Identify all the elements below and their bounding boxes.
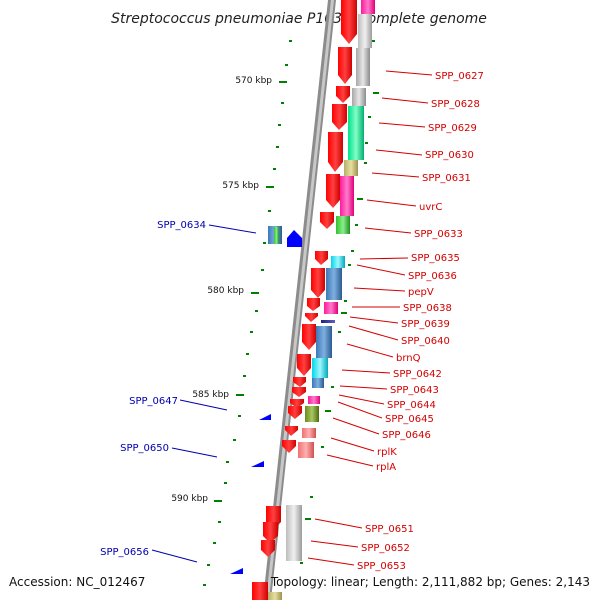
kbp-label: 580 kbp [207,286,244,296]
kbp-label: 570 kbp [235,76,272,86]
gene-label: SPP_0645 [385,414,434,425]
gene-box [312,358,328,378]
gene-label: SPP_0652 [361,543,410,554]
gene-label: SPP_0651 [365,524,414,535]
gene-boxes [268,0,375,600]
gene-box [268,592,282,600]
kbp-labels: 570 kbp 575 kbp 580 kbp 585 kbp 590 kbp [171,76,272,504]
gene-label: SPP_0656 [100,547,149,558]
gene-label: SPP_0633 [414,229,463,240]
gene-box [302,428,316,438]
gene-label: SPP_0627 [435,71,484,82]
gene-label: SPP_0631 [422,173,471,184]
gene-box [344,160,358,176]
gene-label: SPP_0647 [129,396,178,407]
left-leader-lines [151,224,257,563]
gene-box [321,320,335,323]
gene-label: SPP_0650 [120,443,169,454]
gene-label: rplA [376,462,396,473]
gene-label: SPP_0643 [390,385,439,396]
gene-box [340,176,354,216]
gene-label: SPP_0642 [393,369,442,380]
gene-box [348,106,364,160]
reverse-gene-arrow [259,414,271,420]
reverse-gene-arrow [230,568,243,574]
reverse-gene-marks [230,226,302,574]
gene-box [358,14,372,48]
gene-label: uvrC [419,202,442,213]
gene-box [286,505,302,561]
accession-text: Accession: NC_012467 [9,575,145,589]
reverse-gene-arrow [287,230,302,247]
kbp-label: 575 kbp [222,181,259,191]
gene-label: rplK [377,447,397,458]
kbp-label: 585 kbp [192,390,229,400]
gene-label: SPP_0640 [401,336,450,347]
gene-box [336,216,350,234]
gene-box [352,88,366,106]
gene-box [274,227,279,244]
gene-box [298,442,314,458]
gene-label: SPP_0634 [157,220,206,231]
gene-label: SPP_0644 [387,400,436,411]
gene-label: SPP_0636 [408,271,457,282]
gene-label: SPP_0639 [401,319,450,330]
gene-box [305,406,319,422]
map-title: Streptococcus pneumoniae P1031, complete… [111,11,487,27]
right-leader-lines [307,70,433,566]
gene-label: brnQ [396,353,421,364]
gene-label: SPP_0638 [403,303,452,314]
right-gene-labels: SPP_0627 SPP_0628 SPP_0629 SPP_0630 SPP_… [357,71,484,572]
scale-ticks [203,40,292,586]
gene-label: SPP_0635 [411,253,460,264]
gene-box [308,396,320,404]
reverse-gene-arrow [251,461,264,467]
gene-label: SPP_0628 [431,99,480,110]
gene-box [331,256,345,268]
gene-box [326,268,342,300]
genome-summary-text: Topology: linear; Length: 2,111,882 bp; … [270,575,590,589]
forward-gene-arrows [252,0,357,600]
gene-box [312,378,324,388]
gene-box [361,0,375,14]
gene-box [356,48,370,86]
gene-label: SPP_0630 [425,150,474,161]
gene-label: SPP_0629 [428,123,477,134]
gene-box [324,302,338,314]
left-gene-labels: SPP_0634 SPP_0647 SPP_0650 SPP_0656 [100,220,206,558]
gene-ticks [300,40,379,564]
gene-box [316,326,332,358]
genome-backbone [263,0,336,600]
gene-label: SPP_0653 [357,561,406,572]
gene-label: pepV [408,287,434,298]
gene-label: SPP_0646 [382,430,431,441]
kbp-label: 590 kbp [171,494,208,504]
